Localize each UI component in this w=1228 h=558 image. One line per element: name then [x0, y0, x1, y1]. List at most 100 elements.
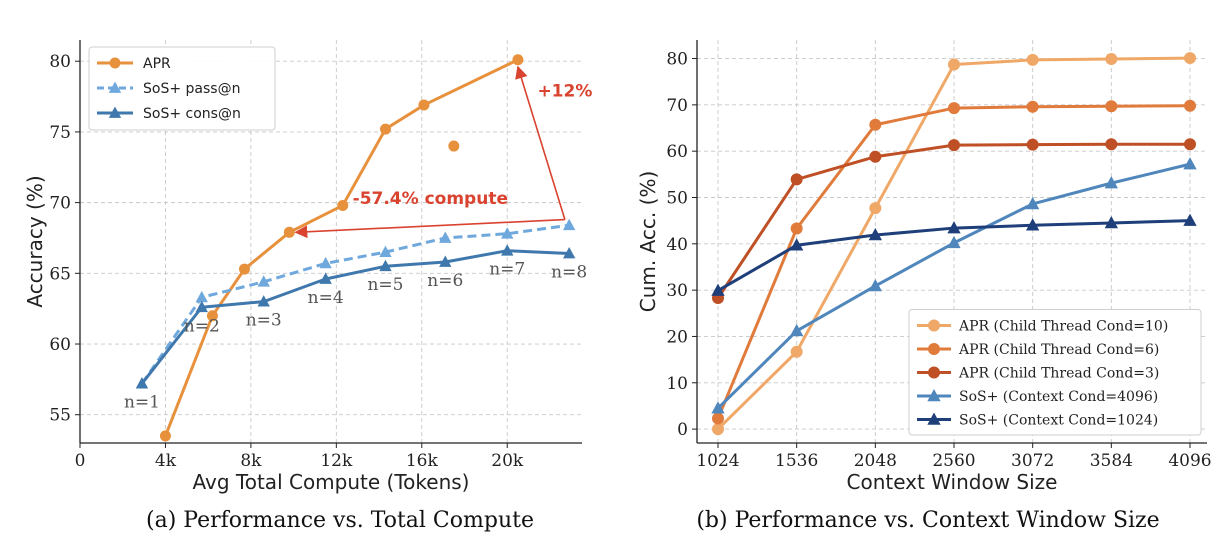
point-label: n=8	[551, 263, 587, 283]
data-point	[790, 238, 804, 251]
data-point	[257, 275, 270, 287]
x-tick-label: 2048	[854, 451, 897, 471]
data-point	[790, 345, 803, 358]
x-tick-label: 4k	[155, 451, 177, 471]
x-tick-label: 0	[75, 451, 86, 471]
y-tick-label: 60	[49, 335, 71, 355]
legend-swatch-marker	[108, 81, 122, 93]
legend-swatch-marker	[108, 106, 122, 118]
annotation-text: -57.4% compute	[353, 189, 508, 209]
annotation-text: +12%	[537, 82, 592, 102]
data-point	[501, 244, 514, 256]
data-point	[711, 283, 725, 296]
point-label: n=3	[246, 311, 282, 331]
series-line	[140, 223, 570, 385]
data-point	[195, 300, 208, 313]
data-point	[868, 228, 882, 241]
data-point	[337, 199, 349, 211]
series-line	[140, 249, 570, 385]
data-point	[135, 377, 149, 389]
x-axis-label: Context Window Size	[847, 470, 1058, 494]
y-tick-label: 40	[666, 235, 688, 255]
y-tick-label: 60	[666, 142, 688, 162]
legend-label: SoS+ pass@n	[143, 81, 240, 97]
data-point	[869, 150, 882, 163]
data-point	[869, 118, 882, 131]
data-point	[1026, 218, 1040, 231]
legend-swatch-marker	[927, 412, 941, 425]
data-point	[1184, 52, 1196, 65]
data-point	[1026, 53, 1039, 66]
legend: APR SoS+ pass@n SoS+ cons@n	[88, 46, 276, 131]
y-tick-label: 80	[49, 52, 71, 72]
legend-label: APR (Child Thread Cond=6)	[958, 342, 1159, 358]
point-label: n=6	[427, 271, 463, 291]
data-point	[1026, 100, 1039, 113]
data-point	[1026, 138, 1039, 151]
legend-swatch-marker	[928, 366, 940, 379]
data-point	[1026, 196, 1040, 210]
legend-swatch-marker	[928, 319, 940, 332]
data-point	[563, 247, 576, 259]
legend-label: SoS+ cons@n	[143, 106, 241, 122]
data-point	[948, 102, 960, 115]
data-point	[283, 226, 295, 238]
data-point	[563, 218, 576, 231]
annotation-arrow	[515, 65, 566, 220]
data-point	[206, 310, 218, 322]
data-point	[257, 295, 270, 307]
y-tick-label: 30	[666, 281, 688, 301]
data-point	[379, 245, 392, 257]
data-point	[711, 401, 725, 414]
legend-label: SoS+ (Context Cond=4096)	[959, 389, 1158, 405]
data-point	[1105, 52, 1118, 65]
data-point	[1105, 138, 1118, 151]
data-point	[948, 58, 960, 71]
y-tick-label: 65	[49, 264, 71, 284]
x-tick-label: 3584	[1090, 451, 1133, 471]
x-tick-label: 12k	[320, 451, 353, 471]
point-label: n=2	[184, 316, 220, 336]
data-point	[439, 255, 452, 267]
data-point	[712, 412, 724, 425]
data-point	[1105, 100, 1118, 113]
y-axis-label: Cum. Acc. (%)	[636, 171, 660, 312]
panel-b-chart: 1024 1536 2048 2560 3072 3584 4096 0 10 20 30 40 50 6…	[636, 40, 1212, 494]
data-point	[1183, 157, 1197, 170]
point-label: n=1	[124, 393, 160, 413]
legend-label: APR (Child Thread Cond=3)	[958, 366, 1159, 382]
data-point	[790, 323, 804, 337]
data-point	[790, 222, 803, 235]
y-tick-label: 10	[666, 374, 688, 394]
y-tick-label: 80	[666, 50, 688, 70]
legend-swatch-marker	[928, 343, 940, 355]
x-tick-label: 1536	[775, 451, 818, 471]
x-tick-label: 20k	[491, 451, 524, 471]
y-tick-label: 55	[49, 406, 71, 426]
legend-box	[88, 46, 276, 131]
x-tick-label: 16k	[406, 451, 439, 471]
outlier-point	[448, 140, 460, 152]
point-label: n=7	[489, 260, 525, 280]
data-point	[159, 430, 171, 442]
x-axis-label: Avg Total Compute (Tokens)	[193, 470, 470, 494]
data-point	[512, 54, 524, 66]
point-label: n=5	[367, 275, 403, 295]
data-point	[319, 256, 332, 269]
series-line	[164, 58, 519, 437]
data-point	[868, 278, 882, 292]
caption-b: (b) Performance vs. Context Window Size	[696, 508, 1160, 533]
y-tick-label: 70	[49, 194, 71, 214]
y-tick-label: 0	[677, 420, 688, 440]
x-tick-label: 3072	[1011, 451, 1054, 471]
point-label: n=4	[308, 288, 344, 308]
y-tick-label: 20	[666, 327, 688, 347]
legend: APR (Child Thread Cond=10) APR (Child Thr…	[908, 309, 1202, 436]
legend-box	[908, 309, 1202, 436]
legend-swatch-marker	[927, 389, 941, 402]
data-point	[379, 259, 392, 272]
legend-label: SoS+ (Context Cond=1024)	[959, 413, 1158, 429]
data-point	[418, 99, 430, 111]
data-point	[195, 290, 208, 303]
y-tick-label: 75	[49, 123, 71, 143]
